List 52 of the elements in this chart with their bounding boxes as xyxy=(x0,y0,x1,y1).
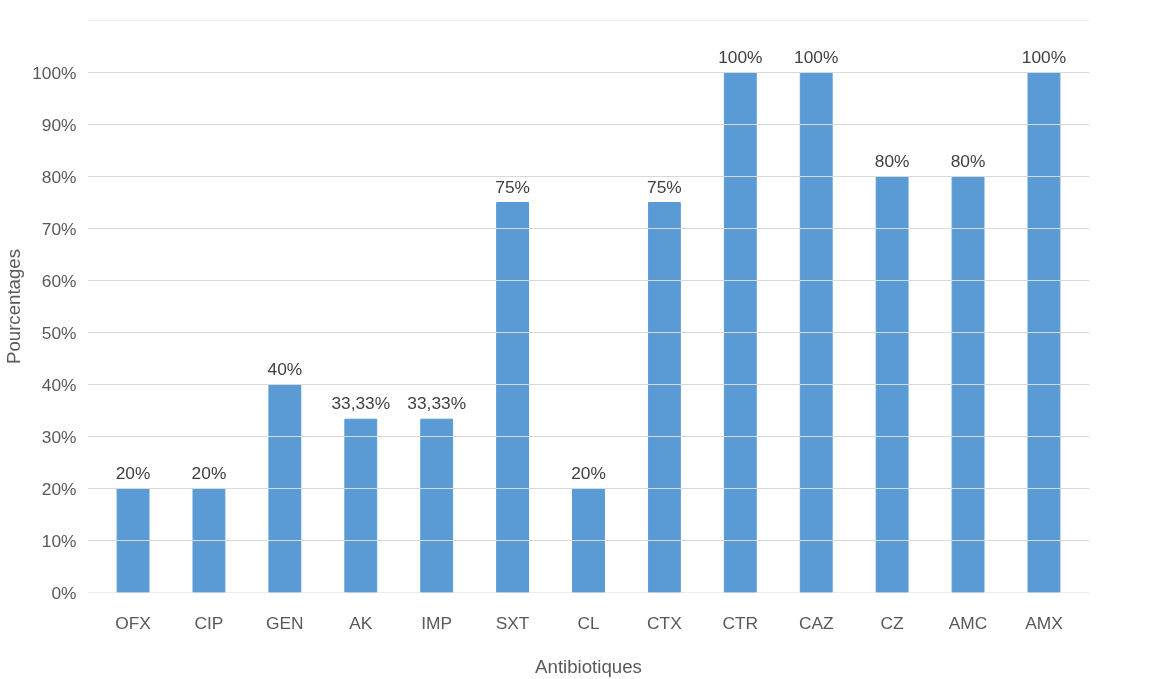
y-tick-label: 0% xyxy=(51,582,77,603)
data-label: 80% xyxy=(874,150,910,171)
bar xyxy=(268,384,302,593)
y-tick-label: 40% xyxy=(41,374,77,395)
x-tick-label: AMX xyxy=(1025,612,1064,633)
y-tick-label: 60% xyxy=(41,270,77,291)
data-label: 33,33% xyxy=(331,393,391,414)
x-tick-label: CZ xyxy=(880,612,905,633)
bar xyxy=(344,418,378,593)
bar xyxy=(192,488,226,593)
x-tick-label: CTR xyxy=(722,612,759,633)
bar xyxy=(647,202,681,593)
bar xyxy=(951,176,985,593)
x-tick-label: GEN xyxy=(266,612,304,633)
data-label: 100% xyxy=(718,46,763,67)
data-label: 100% xyxy=(794,46,839,67)
y-tick-label: 70% xyxy=(41,218,77,239)
x-tick-label: CAZ xyxy=(798,612,834,633)
bar xyxy=(875,176,909,593)
data-label: 40% xyxy=(267,358,303,379)
x-tick-label: CIP xyxy=(194,612,224,633)
bar xyxy=(799,72,833,593)
y-tick-label: 20% xyxy=(41,478,77,499)
y-tick-label: 30% xyxy=(41,426,77,447)
bar xyxy=(1027,72,1061,593)
x-tick-label: AMC xyxy=(948,612,988,633)
x-tick-label: IMP xyxy=(421,612,453,633)
y-tick-label: 100% xyxy=(32,62,77,83)
bar xyxy=(420,418,454,593)
data-label: 100% xyxy=(1021,46,1067,67)
data-label: 20% xyxy=(115,462,151,483)
bar xyxy=(496,202,530,593)
x-tick-label: CTX xyxy=(647,612,683,633)
y-tick-label: 10% xyxy=(41,530,77,551)
y-tick-label: 80% xyxy=(41,166,77,187)
y-tick-label: 90% xyxy=(41,114,77,135)
bar xyxy=(116,488,150,593)
y-axis-title: Pourcentages xyxy=(3,248,25,365)
data-label: 80% xyxy=(950,150,986,171)
data-label: 75% xyxy=(647,176,682,197)
data-label: 33,33% xyxy=(407,393,467,414)
x-tick-label: CL xyxy=(577,612,600,633)
bar xyxy=(572,488,605,593)
data-label: 20% xyxy=(191,462,227,483)
data-label: 20% xyxy=(571,462,606,483)
data-label: 75% xyxy=(495,176,530,197)
x-tick-label: SXT xyxy=(495,612,530,633)
bar xyxy=(723,72,757,593)
x-tick-label: OFX xyxy=(115,612,152,633)
x-tick-label: AK xyxy=(349,612,373,633)
y-tick-label: 50% xyxy=(41,322,77,343)
x-axis-title: Antibiotiques xyxy=(535,655,642,677)
